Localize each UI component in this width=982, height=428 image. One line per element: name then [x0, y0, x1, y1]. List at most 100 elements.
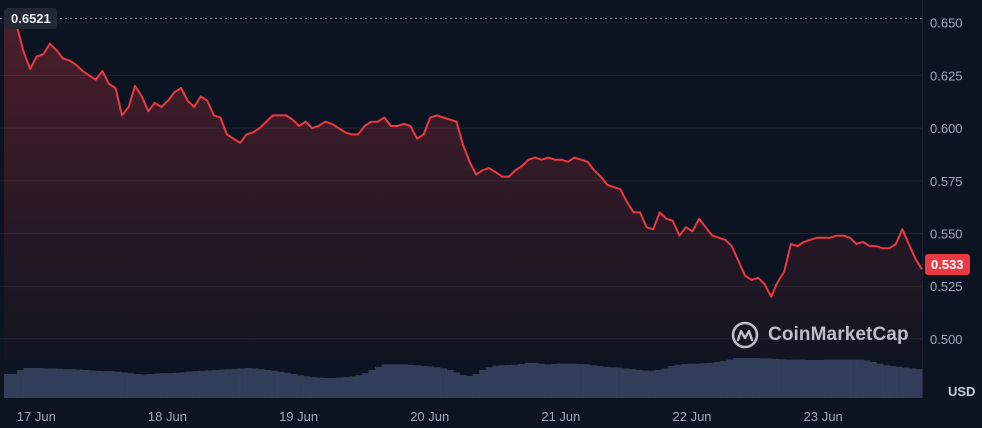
volume-bar — [609, 367, 617, 398]
volume-bar — [114, 371, 122, 398]
volume-bar — [244, 368, 252, 398]
volume-bar — [492, 365, 500, 398]
volume-bar — [205, 370, 213, 398]
volume-bar — [283, 372, 291, 398]
volume-bar — [459, 375, 467, 398]
volume-bar — [101, 371, 109, 398]
price-line — [3, 17, 923, 298]
volume-bar — [681, 364, 688, 398]
volume-bar — [316, 377, 324, 398]
y-tick-label: 0.550 — [930, 226, 963, 241]
volume-bar — [212, 370, 220, 398]
y-tick-label: 0.600 — [930, 121, 963, 136]
volume-bar — [440, 368, 448, 398]
volume-bar — [485, 367, 493, 398]
y-tick-label: 0.525 — [930, 279, 963, 294]
volume-bar — [518, 364, 526, 398]
volume-bar — [746, 358, 754, 398]
volume-bar — [336, 377, 343, 398]
volume-bar — [583, 364, 591, 398]
volume-bar — [589, 365, 597, 398]
volume-bar — [323, 378, 330, 398]
y-tick-label: 0.500 — [930, 332, 963, 347]
volume-bar — [733, 358, 741, 398]
volume-bar — [915, 369, 923, 398]
volume-bar — [798, 359, 806, 398]
volume-bar — [511, 364, 519, 398]
volume-bar — [303, 376, 311, 398]
volume-bar — [17, 370, 24, 398]
volume-bar — [843, 359, 851, 398]
volume-bar — [401, 364, 408, 398]
volume-bar — [635, 370, 643, 398]
volume-bar — [882, 365, 890, 398]
volume-bar — [876, 363, 884, 398]
volume-bar — [69, 369, 76, 398]
x-tick-label: 17 Jun — [17, 409, 56, 424]
volume-bar — [277, 371, 285, 398]
volume-bar — [622, 368, 630, 398]
volume-bar — [43, 368, 50, 398]
volume-bar — [466, 376, 474, 398]
y-tick-label: 0.575 — [930, 174, 963, 189]
volume-bar — [290, 374, 298, 398]
volume-bar — [576, 364, 584, 398]
volume-bar — [30, 368, 37, 398]
volume-bar — [765, 358, 773, 398]
x-tick-label: 20 Jun — [410, 409, 449, 424]
volume-bar — [791, 359, 799, 398]
volume-bar — [902, 367, 910, 398]
volume-bar — [570, 363, 578, 398]
last-price-badge: 0.533 — [925, 254, 970, 275]
volume-bar — [687, 363, 695, 398]
volume-bar — [349, 376, 356, 398]
x-tick-label: 21 Jun — [541, 409, 580, 424]
volume-bar — [23, 368, 31, 398]
volume-bar — [127, 373, 135, 398]
volume-bar — [537, 363, 545, 398]
volume-bar — [642, 370, 649, 398]
volume-bar — [720, 360, 727, 398]
volume-bar — [329, 378, 337, 398]
volume-bar — [192, 371, 200, 398]
volume-bar — [739, 358, 747, 398]
volume-bar — [602, 366, 610, 398]
volume-bar — [231, 368, 239, 398]
volume-bar — [160, 373, 168, 398]
volume-bar — [342, 377, 350, 398]
volume-bar — [596, 366, 604, 398]
volume-bar — [661, 368, 669, 398]
volume-bar — [407, 364, 415, 398]
volume-bar — [166, 373, 174, 398]
volume-bar — [427, 366, 435, 398]
volume-bar — [524, 362, 532, 398]
volume-bar — [225, 369, 233, 398]
volume-bar — [362, 373, 369, 398]
currency-label: USD — [948, 384, 975, 399]
volume-bar — [270, 370, 278, 398]
volume-bar — [82, 370, 89, 398]
volume-bar — [179, 372, 187, 398]
volume-bar — [388, 364, 395, 398]
volume-bar — [10, 374, 18, 398]
x-axis-ticks: 17 Jun 18 Jun 19 Jun 20 Jun 21 Jun 22 Jun 23 J… — [17, 409, 843, 424]
volume-bar — [414, 365, 421, 398]
volume-bar — [707, 362, 714, 398]
volume-bar — [368, 370, 376, 398]
volume-bar — [95, 370, 102, 398]
volume-bar — [759, 358, 767, 398]
coinmarketcap-logo-icon — [731, 321, 759, 349]
volume-bar — [199, 370, 207, 398]
volume-bar — [264, 370, 272, 398]
volume-bar — [629, 369, 636, 398]
y-tick-label: 0.625 — [930, 68, 963, 83]
volume-bar — [147, 374, 155, 398]
volume-bar — [563, 363, 571, 398]
volume-bar — [472, 374, 480, 398]
volume-bar — [557, 363, 565, 398]
volume-bar — [856, 359, 864, 398]
volume-bar — [550, 364, 558, 398]
volume-bar — [817, 360, 825, 398]
watermark: CoinMarketCap — [730, 320, 909, 350]
